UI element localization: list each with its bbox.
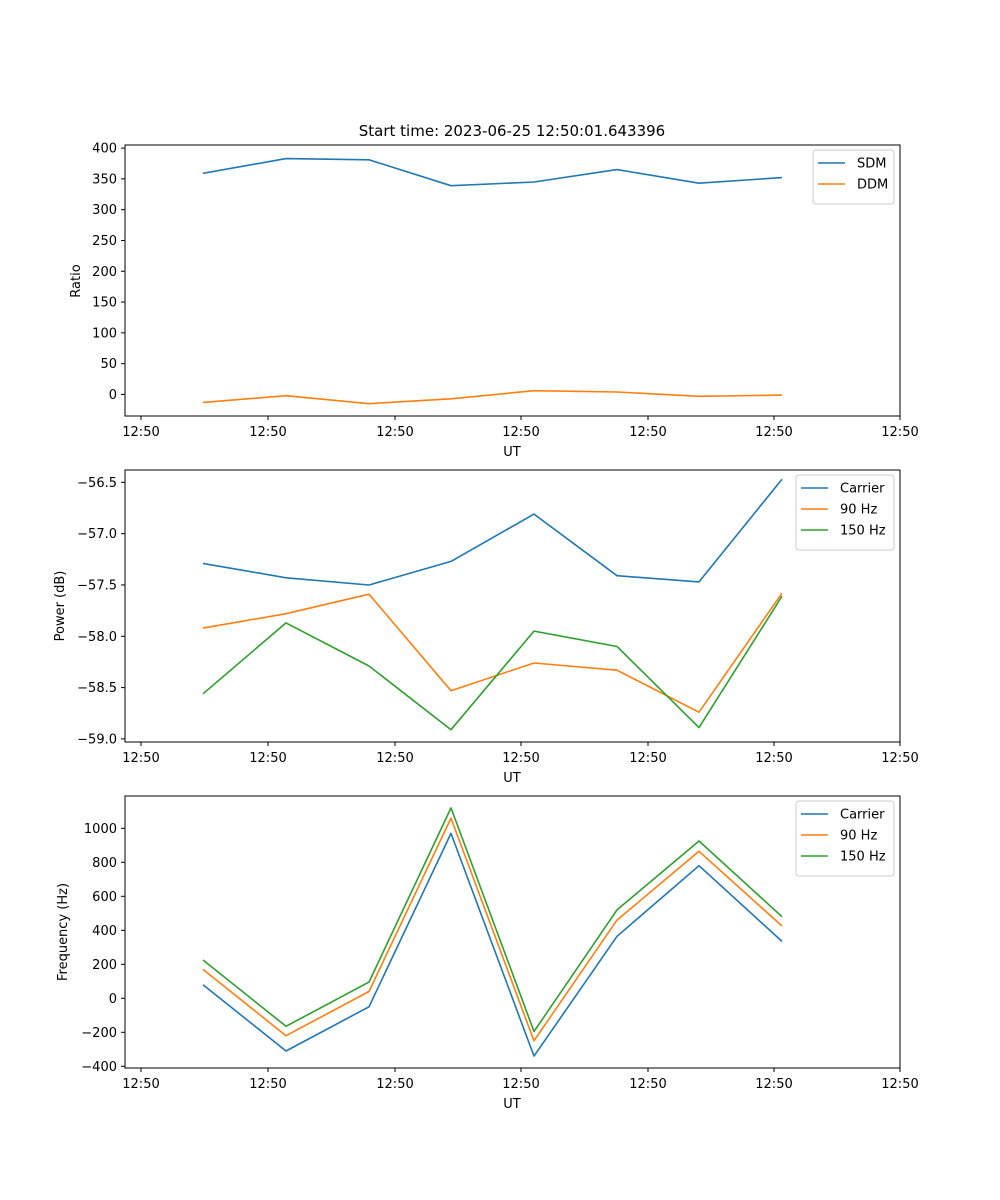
y-tick-label-3-2: 0 <box>109 992 117 1007</box>
legend-label-3-1: Carrier <box>840 808 885 823</box>
x-tick-label-2-2: 12:50 <box>376 751 413 766</box>
y-tick-label-1-7: 350 <box>92 172 117 187</box>
y-tick-label-2-1: −58.5 <box>77 681 117 696</box>
x-tick-label-2-0: 12:50 <box>122 751 159 766</box>
x-tick-label-3-4: 12:50 <box>629 1077 666 1092</box>
series-line-2-2 <box>202 592 783 714</box>
x-tick-label-2-5: 12:50 <box>755 751 792 766</box>
y-tick-label-2-5: −56.5 <box>77 476 117 491</box>
x-tick-label-3-6: 12:50 <box>881 1077 918 1092</box>
series-line-1-1 <box>202 157 783 187</box>
ylabel-2: Power (dB) <box>53 571 68 642</box>
x-tick-label-1-6: 12:50 <box>881 425 918 440</box>
y-tick-label-3-1: −200 <box>81 1026 117 1041</box>
legend-label-2-2: 90 Hz <box>840 503 877 518</box>
y-tick-label-3-0: −400 <box>81 1060 117 1075</box>
x-tick-label-2-4: 12:50 <box>629 751 666 766</box>
x-tick-label-1-3: 12:50 <box>502 425 539 440</box>
series-line-3-3 <box>202 807 783 1033</box>
axes-frame-3 <box>124 795 901 1069</box>
x-tick-label-1-5: 12:50 <box>755 425 792 440</box>
y-tick-label-2-2: −58.0 <box>77 630 117 645</box>
y-tick-label-1-0: 0 <box>109 388 117 403</box>
x-tick-label-3-2: 12:50 <box>376 1077 413 1092</box>
ylabel-3: Frequency (Hz) <box>56 883 71 981</box>
y-tick-label-3-4: 400 <box>92 924 117 939</box>
y-tick-label-1-8: 400 <box>92 142 117 157</box>
x-tick-label-3-5: 12:50 <box>755 1077 792 1092</box>
series-line-1-2 <box>202 389 783 405</box>
series-line-3-2 <box>202 817 783 1042</box>
legend-box-3 <box>795 800 895 877</box>
y-tick-label-1-2: 100 <box>92 326 117 341</box>
series-line-2-3 <box>202 595 783 731</box>
axes-frame-2 <box>124 469 901 743</box>
series-line-2-1 <box>202 478 783 586</box>
legend-label-1-1: SDM <box>857 157 886 172</box>
y-tick-label-1-4: 200 <box>92 265 117 280</box>
legend-label-2-3: 150 Hz <box>840 524 886 539</box>
x-tick-label-1-1: 12:50 <box>249 425 286 440</box>
xlabel-3: UT <box>503 1097 521 1112</box>
chart-title: Start time: 2023-06-25 12:50:01.643396 <box>359 122 665 140</box>
y-tick-label-1-6: 300 <box>92 203 117 218</box>
legend-label-2-1: Carrier <box>840 482 885 497</box>
y-tick-label-2-3: −57.5 <box>77 578 117 593</box>
xlabel-1: UT <box>503 445 521 460</box>
x-tick-label-1-4: 12:50 <box>629 425 666 440</box>
series-line-3-1 <box>202 832 783 1057</box>
x-tick-label-3-1: 12:50 <box>249 1077 286 1092</box>
legend-label-3-3: 150 Hz <box>840 850 886 865</box>
legend-box-2 <box>795 474 895 551</box>
x-tick-label-1-0: 12:50 <box>122 425 159 440</box>
x-tick-label-1-2: 12:50 <box>376 425 413 440</box>
y-tick-label-3-7: 1000 <box>84 822 117 837</box>
ylabel-1: Ratio <box>69 264 84 297</box>
y-tick-label-1-5: 250 <box>92 234 117 249</box>
x-tick-label-3-0: 12:50 <box>122 1077 159 1092</box>
y-tick-label-1-3: 150 <box>92 296 117 311</box>
x-tick-label-2-6: 12:50 <box>881 751 918 766</box>
y-tick-label-2-4: −57.0 <box>77 527 117 542</box>
y-tick-label-3-3: 200 <box>92 958 117 973</box>
y-tick-label-1-1: 50 <box>100 357 117 372</box>
x-tick-label-2-1: 12:50 <box>249 751 286 766</box>
x-tick-label-2-3: 12:50 <box>502 751 539 766</box>
xlabel-2: UT <box>503 771 521 786</box>
y-tick-label-3-6: 800 <box>92 856 117 871</box>
axes-frame-1 <box>124 144 901 417</box>
legend-label-1-2: DDM <box>857 178 888 193</box>
legend-label-3-2: 90 Hz <box>840 829 877 844</box>
y-tick-label-2-0: −59.0 <box>77 732 117 747</box>
y-tick-label-3-5: 600 <box>92 890 117 905</box>
x-tick-label-3-3: 12:50 <box>502 1077 539 1092</box>
